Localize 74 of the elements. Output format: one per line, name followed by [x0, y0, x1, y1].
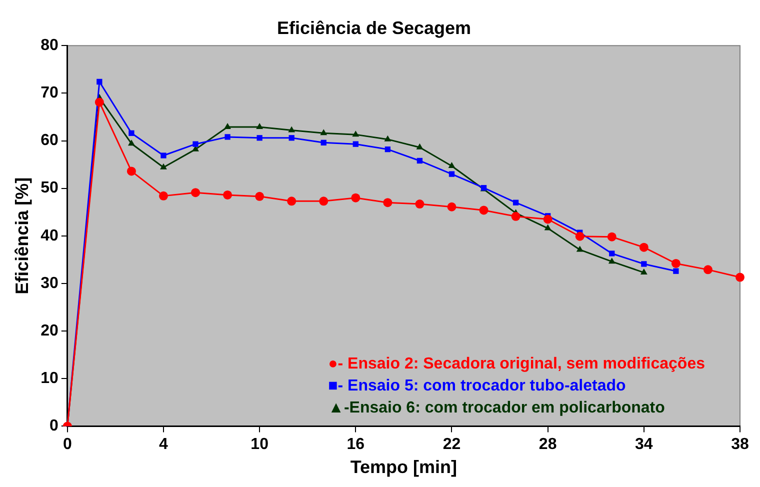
- text: ▲-Ensaio 6: com trocador em policarbonato: [328, 400, 666, 417]
- point: [575, 232, 584, 241]
- point: [287, 196, 296, 206]
- y-tick-label: 70: [40, 84, 58, 102]
- x-tick-label: 28: [538, 436, 557, 454]
- point: [224, 134, 230, 140]
- point: [543, 214, 552, 224]
- point: [448, 171, 455, 177]
- point: [160, 163, 167, 170]
- y-tick-label: 10: [40, 370, 58, 388]
- point: [352, 141, 358, 147]
- x-axis-title: Tempo [min]: [350, 457, 458, 478]
- point: [511, 212, 520, 221]
- point: [191, 188, 200, 198]
- point: [641, 261, 647, 267]
- x-tick-label: 0: [62, 436, 72, 454]
- point: [479, 206, 488, 215]
- x-tick-label: 38: [731, 436, 749, 454]
- point: [703, 265, 712, 274]
- x-tick-label: 16: [346, 436, 365, 454]
- point: [320, 129, 328, 136]
- point: [319, 196, 328, 206]
- point: [128, 130, 134, 136]
- point: [639, 242, 648, 252]
- point: [415, 200, 424, 209]
- point: [158, 191, 168, 200]
- point: [416, 143, 424, 150]
- point: [607, 232, 616, 242]
- point: [94, 98, 104, 107]
- point: [96, 78, 102, 85]
- point: [448, 162, 456, 168]
- point: [192, 141, 198, 147]
- y-tick-label: 80: [40, 37, 58, 54]
- point: [320, 140, 326, 146]
- point: [383, 198, 392, 208]
- point: [126, 166, 136, 176]
- y-tick-label: 30: [40, 274, 58, 292]
- point: [128, 140, 135, 146]
- y-tick-label: 20: [40, 322, 58, 340]
- x-tick-label: 10: [250, 436, 269, 454]
- point: [384, 146, 391, 152]
- point: [288, 135, 294, 141]
- text: ■- Ensaio 5: com trocador tubo-aletado: [328, 378, 626, 395]
- x-tick-label: 22: [442, 436, 461, 454]
- point: [608, 258, 616, 264]
- point: [224, 122, 232, 129]
- y-tick-label: 0: [49, 418, 58, 435]
- text: ●- Ensaio 2: Secadora original, sem modificações: [328, 356, 706, 373]
- point: [416, 158, 423, 164]
- point: [256, 135, 262, 141]
- point: [673, 268, 679, 274]
- point: [736, 272, 744, 282]
- point: [512, 200, 519, 206]
- y-tick-label: 50: [40, 180, 58, 197]
- point: [352, 130, 360, 137]
- chart-title: Eficiência de Secagem: [276, 18, 472, 38]
- point: [609, 250, 615, 256]
- y-tick-label: 60: [40, 132, 58, 150]
- point: [288, 126, 296, 132]
- point: [671, 258, 680, 268]
- point: [640, 268, 648, 275]
- point: [384, 135, 392, 142]
- point: [223, 190, 232, 200]
- point: [255, 192, 264, 201]
- x-tick-label: 4: [159, 436, 168, 454]
- point: [544, 224, 552, 230]
- y-tick-label: 40: [40, 227, 58, 244]
- point: [576, 246, 584, 252]
- x-tick-label: 34: [635, 436, 653, 454]
- point: [160, 152, 166, 158]
- point: [447, 202, 456, 212]
- point: [256, 122, 264, 129]
- y-axis-title: Eficiência [%]: [12, 177, 32, 294]
- point: [351, 193, 360, 202]
